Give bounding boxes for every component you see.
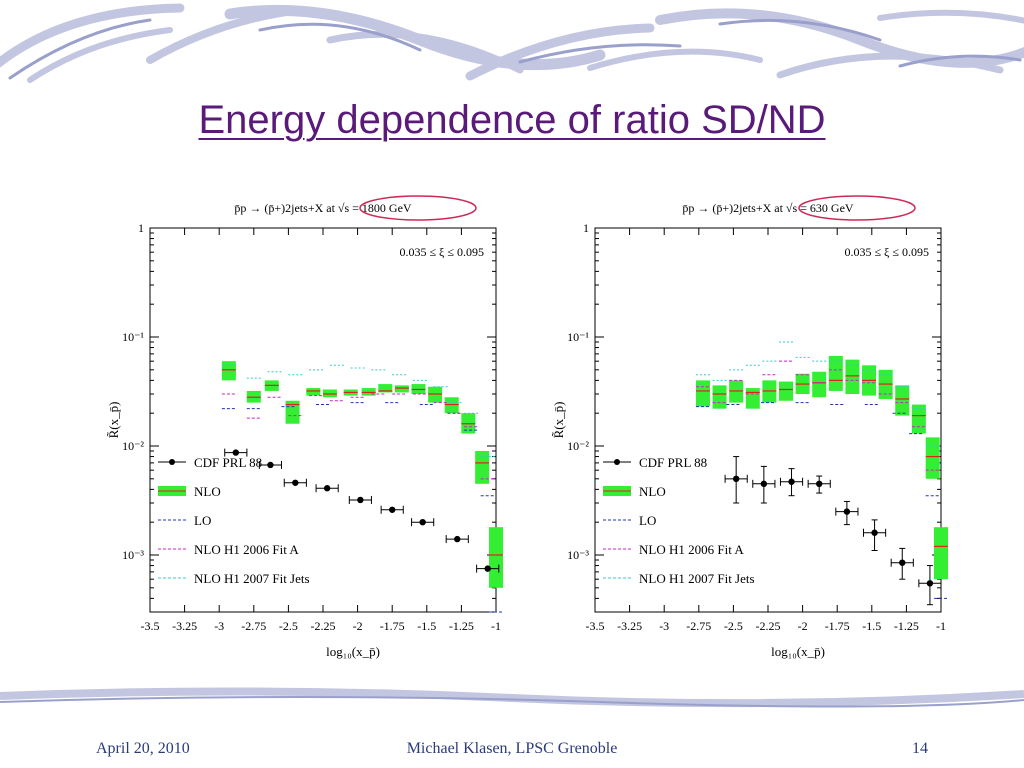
legend-label: NLO H1 2006 Fit A xyxy=(194,542,299,557)
energy-highlight-circle xyxy=(359,195,477,221)
data-point xyxy=(389,506,396,513)
nlo-band xyxy=(475,450,490,484)
x-tick-label: -3.25 xyxy=(172,619,197,633)
nlo-band xyxy=(489,527,503,588)
x-tick-label: -2.25 xyxy=(756,619,781,633)
x-tick-label: -1.25 xyxy=(894,619,919,633)
header-swoosh-decoration xyxy=(0,0,1024,84)
data-point xyxy=(816,480,823,488)
nlo-band xyxy=(812,371,827,398)
legend-swatch-data-marker xyxy=(614,459,620,465)
chart-1800-gev: p̄p → (p̄+)2jets+X at √s = 1800 GeV 0.035… xyxy=(106,195,503,659)
data-point xyxy=(899,559,906,566)
data-point xyxy=(843,508,851,515)
legend-label: LO xyxy=(194,513,211,528)
y-tick-label: 10⁻¹ xyxy=(567,330,589,344)
nlo-band xyxy=(828,355,843,391)
nlo-band xyxy=(322,389,337,398)
x-tick-label: -1.75 xyxy=(825,619,850,633)
y-tick-label: 10⁻³ xyxy=(567,548,589,562)
nlo-band xyxy=(895,385,910,416)
x-tick-label: -2 xyxy=(798,619,808,633)
data-point xyxy=(926,580,934,587)
y-tick-label: 10⁻² xyxy=(122,439,144,453)
nlo-band xyxy=(394,385,409,393)
nlo-band xyxy=(712,385,727,409)
x-axis-label: log₁₀(x_p̄) xyxy=(326,644,380,659)
x-tick-label: -3.5 xyxy=(141,619,160,633)
data-point xyxy=(454,535,461,543)
slide-title: Energy dependence of ratio SD/ND xyxy=(198,98,826,142)
data-point xyxy=(788,478,795,485)
x-tick-label: -2.75 xyxy=(686,619,711,633)
footer-page-number: 14 xyxy=(912,740,928,757)
nlo-band xyxy=(845,359,860,394)
y-tick-label: 10⁻¹ xyxy=(122,330,144,344)
y-axis-label: R̃(x_p̄) xyxy=(551,402,566,439)
nlo-band xyxy=(221,361,236,381)
footer-swoosh-decoration xyxy=(0,687,1024,708)
legend-label: NLO H1 2006 Fit A xyxy=(639,542,744,557)
y-tick-label: 10⁻² xyxy=(567,439,589,453)
x-tick-label: -1.5 xyxy=(417,619,436,633)
nlo-band xyxy=(695,380,710,407)
data-point xyxy=(232,449,240,456)
data-point xyxy=(419,518,426,526)
x-tick-label: -1 xyxy=(936,619,946,633)
y-tick-label: 10⁻³ xyxy=(122,548,144,562)
legend-label: NLO xyxy=(639,484,666,499)
nlo-band xyxy=(378,384,393,393)
y-tick-label: 1 xyxy=(138,221,144,235)
nlo-band xyxy=(444,397,459,414)
chart-title: p̄p → (p̄+)2jets+X at √s = 630 GeV xyxy=(682,201,854,215)
nlo-band xyxy=(306,388,321,396)
nlo-band xyxy=(745,388,760,409)
nlo-band xyxy=(911,404,926,434)
x-tick-label: -1.25 xyxy=(449,619,474,633)
x-tick-label: -3.5 xyxy=(586,619,605,633)
chart-630-gev: p̄p → (p̄+)2jets+X at √s = 630 GeV 0.035 … xyxy=(551,195,948,659)
xi-range-annotation: 0.035 ≤ ξ ≤ 0.095 xyxy=(844,245,929,259)
x-axis-label: log₁₀(x_p̄) xyxy=(771,644,825,659)
nlo-band xyxy=(925,437,940,479)
x-tick-label: -1 xyxy=(491,619,501,633)
data-point xyxy=(267,461,274,469)
x-tick-label: -3.25 xyxy=(617,619,642,633)
chart-title: p̄p → (p̄+)2jets+X at √s = 1800 GeV xyxy=(234,201,412,215)
nlo-band xyxy=(361,388,376,396)
energy-highlight-circle xyxy=(798,195,916,221)
x-tick-label: -2.5 xyxy=(724,619,743,633)
footer-date: April 20, 2010 xyxy=(96,740,190,757)
footer-author: Michael Klasen, LPSC Grenoble xyxy=(406,740,618,757)
xi-range-annotation: 0.035 ≤ ξ ≤ 0.095 xyxy=(399,245,484,259)
nlo-band xyxy=(934,527,948,580)
x-tick-label: -3 xyxy=(659,619,669,633)
x-tick-label: -1.75 xyxy=(380,619,405,633)
legend-label: CDF PRL 88 xyxy=(639,455,707,470)
y-tick-label: 1 xyxy=(583,221,589,235)
nlo-band xyxy=(428,386,443,403)
legend-swatch-data-marker xyxy=(169,459,175,465)
legend-label: LO xyxy=(639,513,656,528)
x-tick-label: -3 xyxy=(214,619,224,633)
legend-label: NLO H1 2007 Fit Jets xyxy=(194,571,310,586)
legend-label: CDF PRL 88 xyxy=(194,455,262,470)
data-point xyxy=(732,475,740,483)
x-tick-label: -2.5 xyxy=(279,619,298,633)
y-axis-label: R̃(x_p̄) xyxy=(106,402,121,439)
data-point xyxy=(292,479,299,486)
x-tick-label: -1.5 xyxy=(862,619,881,633)
data-point xyxy=(871,529,878,536)
data-point xyxy=(760,480,768,488)
nlo-band xyxy=(778,381,793,401)
legend-label: NLO H1 2007 Fit Jets xyxy=(639,571,755,586)
data-point xyxy=(323,485,331,492)
legend-label: NLO xyxy=(194,484,221,499)
data-point xyxy=(484,565,491,572)
x-tick-label: -2 xyxy=(353,619,363,633)
x-tick-label: -2.75 xyxy=(241,619,266,633)
data-point xyxy=(357,496,364,504)
x-tick-label: -2.25 xyxy=(311,619,336,633)
